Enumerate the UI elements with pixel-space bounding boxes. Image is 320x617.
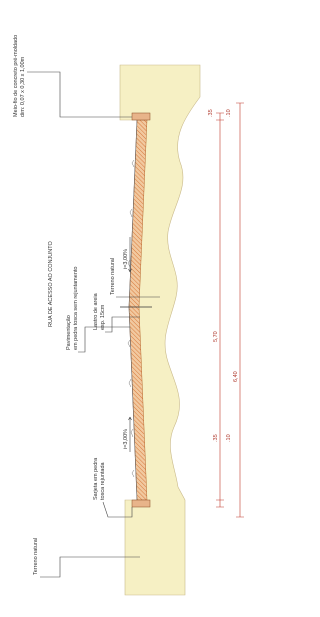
dimension-label: 5,70 bbox=[213, 331, 219, 342]
label-curb: dim: 0,07 x 0,30 x 1,00m bbox=[20, 56, 26, 117]
label-gutter: tosca rejuntada bbox=[100, 461, 106, 500]
label-sand: esp. 15cm bbox=[100, 304, 106, 330]
label-slope: i=3,00% bbox=[123, 429, 129, 449]
label-paving: Pavimentação bbox=[66, 315, 72, 350]
dimension-label: .35 bbox=[208, 109, 214, 117]
label-paving: em pedra tosca sem rejuntamento bbox=[73, 267, 79, 350]
page: {"title": "RUA DE ACESSO AO CONJUNTO", "… bbox=[0, 0, 255, 617]
label-sand: Lastro de areia bbox=[93, 292, 99, 330]
dimension-label: .35 bbox=[213, 434, 219, 442]
label-curb: Meio-fio de concreto pré-moldado bbox=[13, 35, 19, 117]
curb-left bbox=[132, 500, 150, 507]
label-terrain: Terreno natural bbox=[110, 258, 116, 295]
label-terrain: Terreno natural bbox=[33, 538, 39, 575]
leader bbox=[27, 72, 132, 117]
section-drawing: Meio-fio de concreto pré-moldado dim: 0,… bbox=[0, 0, 255, 617]
curb-right bbox=[132, 113, 150, 120]
dimension-label: .10 bbox=[226, 434, 232, 442]
landscape-group: Meio-fio de concreto pré-moldado dim: 0,… bbox=[13, 35, 244, 595]
dimension-line bbox=[236, 103, 244, 517]
dimension-line bbox=[216, 113, 224, 507]
label-slope: i=3,00% bbox=[123, 249, 129, 269]
title: RUA DE ACESSO AO CONJUNTO bbox=[48, 240, 54, 327]
dimension-label: 6,40 bbox=[233, 371, 239, 382]
dimension-label: .10 bbox=[226, 109, 232, 117]
label-gutter: Sarjeta em pedra bbox=[93, 457, 99, 500]
